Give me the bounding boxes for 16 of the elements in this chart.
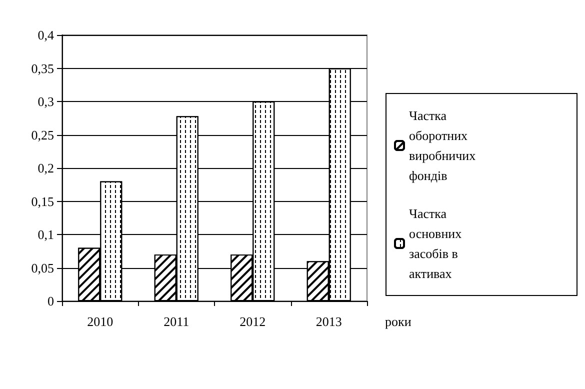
x-tick-label: 2010 (87, 314, 114, 329)
y-tick-label: 0,1 (38, 227, 54, 242)
x-tick-label: 2013 (316, 314, 342, 329)
y-tick-label: 0,35 (31, 60, 54, 76)
x-axis-title: роки (385, 314, 412, 329)
y-tick-label: 0,3 (38, 94, 54, 109)
y-tick-label: 0,05 (31, 260, 54, 276)
y-tick-label: 0,15 (31, 194, 54, 209)
y-tick-label: 0 (48, 294, 54, 308)
legend-label: Частка основних засобів в активах (409, 206, 465, 281)
x-tick-label: 2011 (164, 314, 190, 329)
legend-label: Частка оборотних виробничих фондів (409, 108, 479, 183)
y-tick-label: 0,4 (38, 28, 54, 42)
y-tick-label: 0,25 (31, 127, 54, 142)
y-tick-label: 0,2 (38, 160, 54, 176)
x-tick-label: 2012 (240, 314, 266, 329)
